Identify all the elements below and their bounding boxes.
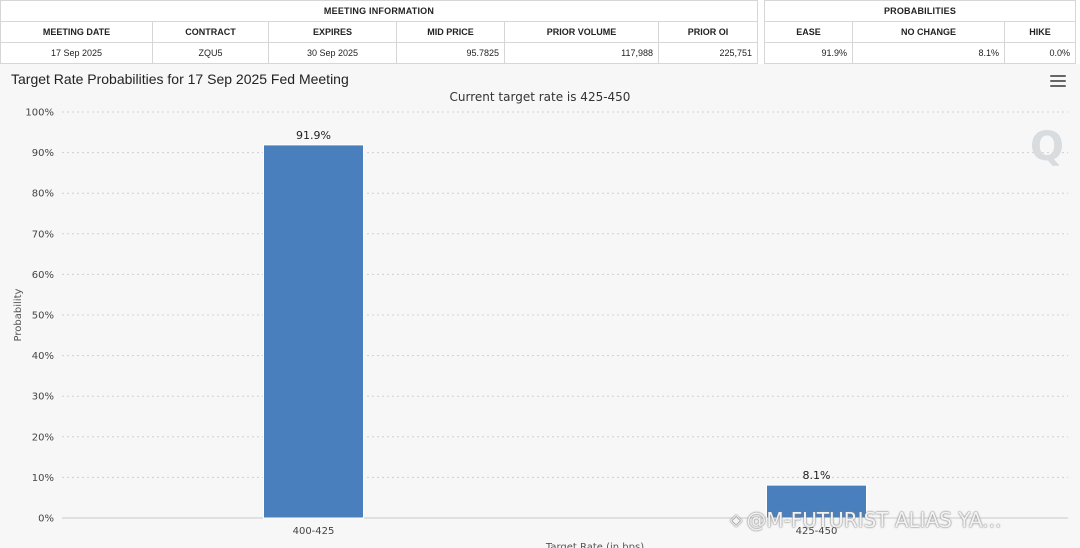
expires-value: 30 Sep 2025	[269, 43, 397, 63]
chart-subtitle: Current target rate is 425-450	[449, 90, 631, 104]
x-tick-label: 400-425	[293, 526, 335, 537]
contract-value: ZQU5	[153, 43, 269, 63]
prior-oi-value: 225,751	[719, 48, 752, 58]
y-tick-label: 90%	[32, 148, 54, 159]
bar-chart: 0% 10% 20% 30% 40% 50% 60% 70% 80% 90% 100% 91.9% 40…	[13, 108, 1068, 548]
y-tick-label: 0%	[38, 514, 54, 525]
data-label: 91.9%	[296, 129, 331, 142]
probabilities-header-row: EASE NO CHANGE HIKE	[765, 22, 1075, 43]
meeting-information-table: MEETING INFORMATION MEETING DATE CONTRAC…	[0, 0, 758, 64]
watermark: ◈ @M-FUTURIST ALIAS YA...	[730, 508, 1001, 532]
prior-volume-value: 117,988	[505, 43, 659, 63]
y-tick-label: 40%	[32, 351, 54, 362]
probabilities-table: PROBABILITIES EASE NO CHANGE HIKE 91.9% …	[764, 0, 1076, 64]
x-tick-label: 425-450	[796, 526, 838, 537]
bar-400-425	[263, 144, 364, 519]
data-label: 8.1%	[803, 469, 831, 482]
meeting-value-row: 17 Sep 2025 ZQU5 30 Sep 2025 95.7825 117…	[1, 43, 757, 63]
y-tick-label: 80%	[32, 189, 54, 200]
y-axis-title: Probability	[13, 288, 24, 341]
hike-value: 0.0%	[1049, 48, 1070, 58]
y-tick-label: 10%	[32, 473, 54, 484]
header-no-change: NO CHANGE	[853, 22, 1005, 42]
y-tick-label: 20%	[32, 432, 54, 443]
probabilities-title: PROBABILITIES	[765, 1, 1075, 22]
meeting-header-row: MEETING DATE CONTRACT EXPIRES MID PRICE …	[1, 22, 757, 43]
meeting-information-title: MEETING INFORMATION	[1, 1, 757, 22]
chart-panel: 0% 10% 20% 30% 40% 50% 60% 70% 80% 90% 100% 91.9% 40…	[0, 64, 1080, 548]
header-prior-oi: PRIOR OI	[687, 27, 729, 37]
header-mid-price: MID PRICE	[397, 22, 505, 42]
y-tick-label: 70%	[32, 229, 54, 240]
header-ease: EASE	[765, 22, 853, 42]
header-contract: CONTRACT	[153, 22, 269, 42]
y-tick-label: 60%	[32, 270, 54, 281]
x-axis-title: Target Rate (in bps)	[545, 542, 644, 548]
y-tick-label: 100%	[25, 108, 54, 119]
y-tick-label: 50%	[32, 311, 54, 322]
hamburger-menu-icon[interactable]	[1050, 75, 1066, 87]
header-meeting-date: MEETING DATE	[1, 22, 153, 42]
no-change-value: 8.1%	[853, 43, 1005, 63]
header-prior-volume: PRIOR VOLUME	[505, 22, 659, 42]
chart-title: Target Rate Probabilities for 17 Sep 202…	[11, 71, 349, 87]
meeting-date-value: 17 Sep 2025	[1, 43, 153, 63]
probabilities-value-row: 91.9% 8.1% 0.0%	[765, 43, 1075, 63]
logo-q: Q	[1030, 124, 1065, 170]
watermark-text: @M-FUTURIST ALIAS YA...	[746, 508, 1002, 532]
diamond-logo-icon: ◈	[730, 510, 743, 529]
ease-value: 91.9%	[765, 43, 853, 63]
y-tick-label: 30%	[32, 392, 54, 403]
mid-price-value: 95.7825	[397, 43, 505, 63]
header-hike: HIKE	[1029, 27, 1051, 37]
bar-425-450	[766, 484, 867, 519]
header-expires: EXPIRES	[269, 22, 397, 42]
